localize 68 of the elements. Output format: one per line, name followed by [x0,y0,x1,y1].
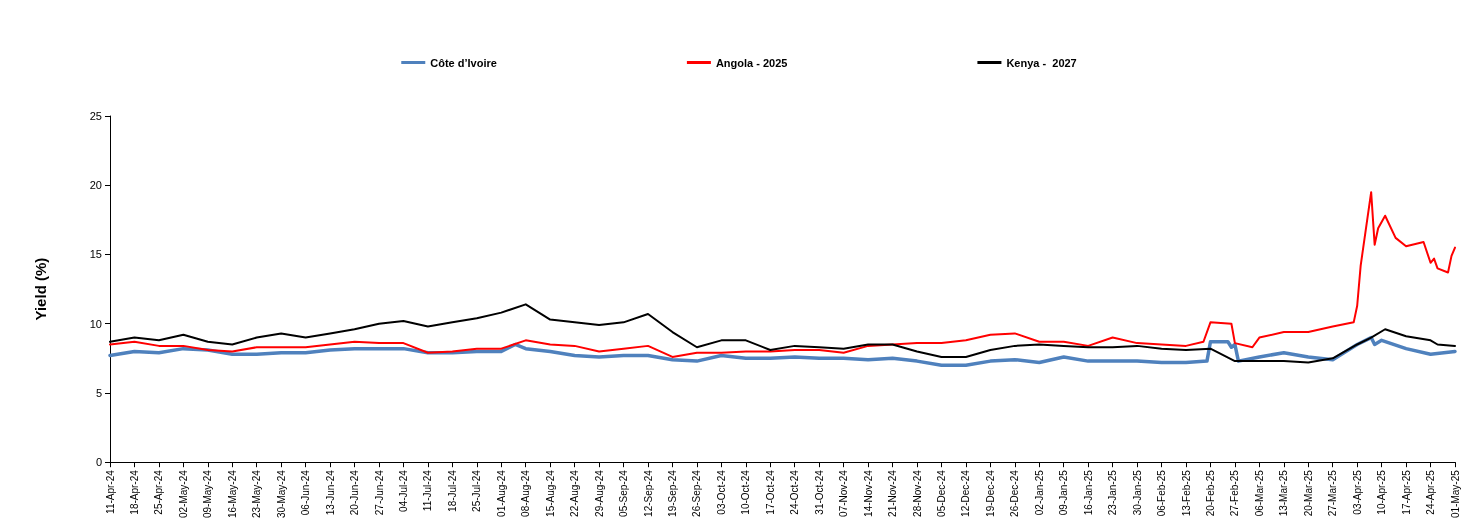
x-tick-label: 09-Jan-25 [1058,469,1070,516]
x-tick-label: 27-Jun-24 [373,469,385,516]
x-tick-label: 21-Nov-24 [887,469,899,517]
y-axis-title: Yield (%) [32,257,49,321]
x-tick-label: 03-Apr-25 [1351,469,1363,515]
x-tick-label: 12-Sep-24 [642,469,654,517]
x-tick-label: 14-Nov-24 [862,469,874,517]
x-tick-label: 25-Apr-24 [153,469,165,515]
x-tick-label: 09-May-24 [202,469,214,519]
x-tick-label: 03-Oct-24 [715,469,727,515]
x-tick-label: 17-Oct-24 [764,469,776,515]
x-tick-label: 31-Oct-24 [813,469,825,515]
line-series [109,191,1456,358]
x-tick-label: 05-Dec-24 [935,469,947,517]
x-tick-label: 28-Nov-24 [911,469,923,517]
x-tick-label: 27-Feb-25 [1229,469,1241,517]
x-tick-label: 18-Jul-24 [446,469,458,512]
x-tick-label: 01-Aug-24 [495,469,507,517]
x-tick-label: 13-Jun-24 [324,469,336,516]
x-tick-label: 07-Nov-24 [838,469,850,517]
x-tick-label: 16-Jan-25 [1082,469,1094,516]
x-tick-label: 13-Feb-25 [1180,469,1192,517]
x-tick-label: 06-Jun-24 [300,469,312,516]
x-tick-label: 11-Apr-24 [104,469,116,514]
x-tick-label: 23-Jan-25 [1107,469,1119,516]
x-tick-label: 06-Feb-25 [1156,469,1168,517]
x-tick-label: 19-Sep-24 [666,469,678,517]
x-tick-label: 02-Jan-25 [1033,469,1045,516]
x-tick-label: 12-Dec-24 [960,469,972,517]
x-tick-label: 17-Apr-25 [1400,469,1412,515]
x-tick-label: 20-Mar-25 [1302,469,1314,517]
x-tick-label: 26-Sep-24 [691,469,703,517]
x-tick-label: 27-Mar-25 [1327,469,1339,517]
x-tick-label: 04-Jul-24 [397,469,409,512]
x-tick-label: 19-Dec-24 [984,469,996,517]
y-tick-label: 5 [95,386,102,399]
x-tick-label: 30-Jan-25 [1131,469,1143,516]
y-tick-label: 20 [89,179,102,192]
x-tick-label: 18-Apr-24 [128,469,140,515]
x-tick-label: 24-Oct-24 [789,469,801,515]
x-tick-label: 26-Dec-24 [1009,469,1021,517]
x-tick-label: 25-Jul-24 [471,469,483,512]
line-series [108,335,1457,368]
x-tick-label: 05-Sep-24 [618,469,630,517]
x-tick-label: 29-Aug-24 [593,469,605,517]
y-tick-label: 25 [89,110,102,122]
x-tick-label: 15-Aug-24 [544,469,556,517]
x-tick-label: 23-May-24 [251,469,263,519]
y-tick-label: 0 [95,456,102,469]
x-tick-label: 13-Mar-25 [1278,469,1290,517]
x-tick-label: 11-Jul-24 [422,469,434,512]
legend-label: Côte d’Ivoire [430,56,497,69]
x-tick-label: 08-Aug-24 [520,469,532,517]
legend-label: Kenya - 2027 [1006,56,1077,69]
x-tick-label: 20-Jun-24 [349,469,361,516]
x-tick-label: 10-Oct-24 [740,469,752,515]
x-tick-label: 16-May-24 [226,469,238,519]
x-tick-label: 01-May-25 [1449,469,1461,519]
x-tick-label: 24-Apr-25 [1425,469,1437,515]
legend-label: Angola - 2025 [715,56,788,69]
x-tick-label: 30-May-24 [275,469,287,519]
y-tick-label: 10 [89,317,102,330]
x-tick-label: 10-Apr-25 [1376,469,1388,515]
x-tick-label: 20-Feb-25 [1204,469,1216,517]
x-tick-label: 06-Mar-25 [1253,469,1265,517]
y-tick-label: 15 [89,248,102,261]
x-tick-label: 02-May-24 [177,469,189,519]
x-tick-label: 22-Aug-24 [569,469,581,517]
